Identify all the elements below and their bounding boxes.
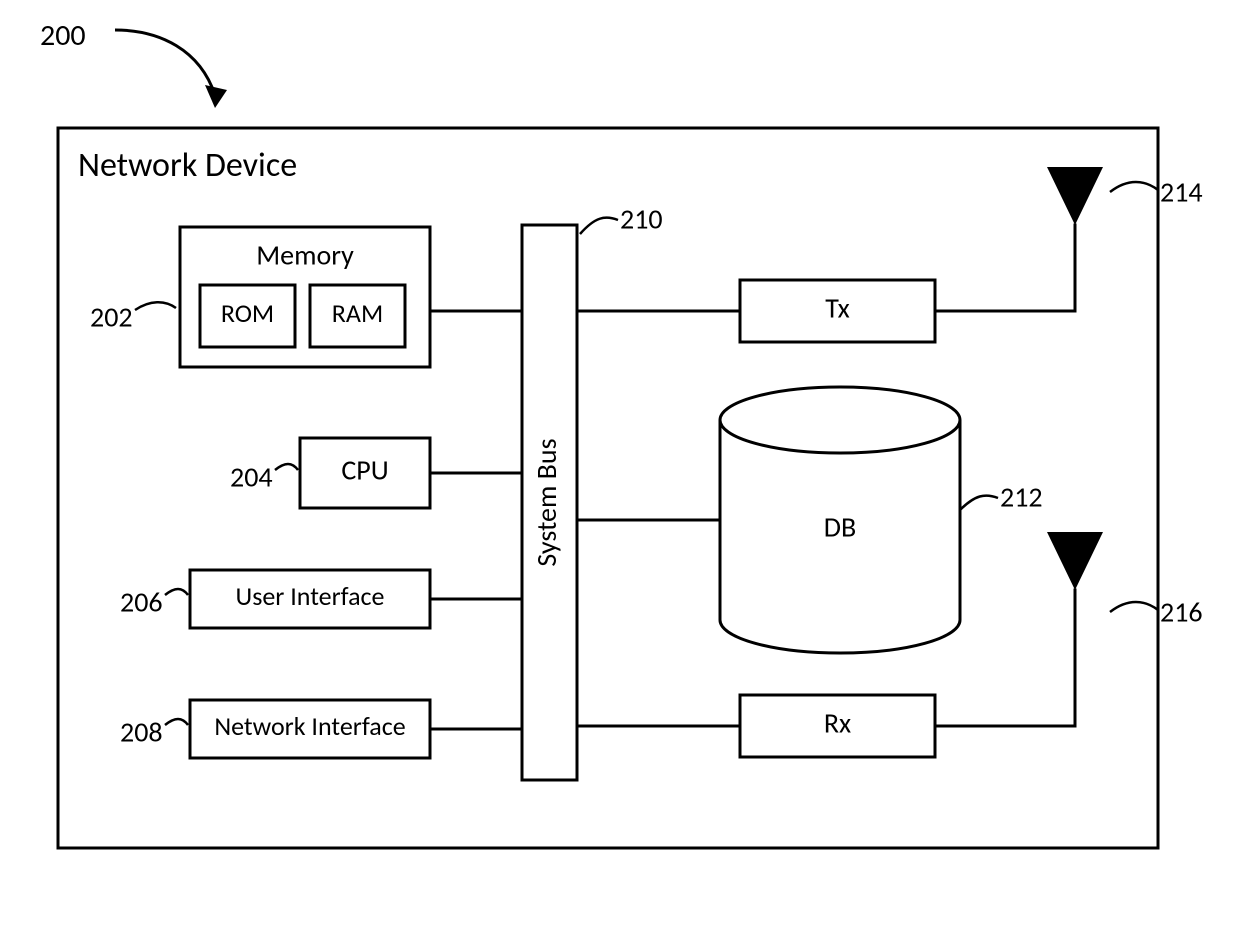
ref-202: 202 [90, 300, 133, 335]
figure-ref-arrow [115, 30, 215, 95]
figure-ref-arrowhead [205, 85, 227, 108]
ref-214-lead [1110, 182, 1158, 192]
ref-216: 216 [1160, 595, 1203, 630]
rom-label: ROM [221, 297, 274, 329]
ref-206-lead [165, 589, 188, 595]
rx-block-label: Rx [824, 706, 851, 741]
ref-208-lead [165, 719, 188, 725]
ref-210-lead [580, 218, 618, 234]
ram-label: RAM [332, 297, 383, 329]
ref-216-lead [1110, 602, 1158, 612]
ui-block-label: User Interface [236, 580, 385, 612]
ref-214: 214 [1160, 175, 1203, 210]
ref-204: 204 [230, 460, 273, 495]
container-title: Network Device [78, 145, 297, 186]
cpu-block-label: CPU [341, 453, 388, 488]
db-label: DB [824, 510, 856, 545]
ref-204-lead [275, 464, 298, 470]
tx-antenna-icon [1047, 167, 1103, 225]
figure-ref: 200 [40, 17, 86, 54]
ref-212: 212 [1000, 480, 1043, 515]
db-cylinder-top [720, 387, 960, 453]
ref-210: 210 [620, 202, 663, 237]
ref-202-lead [135, 302, 176, 310]
rx-antenna-icon [1047, 532, 1103, 590]
netif-block-label: Network Interface [214, 710, 405, 742]
tx-block-label: Tx [825, 291, 850, 326]
ref-212-lead [960, 496, 998, 510]
system-bus-block-label: System Bus [529, 438, 564, 566]
ref-208: 208 [120, 715, 163, 750]
ref-206: 206 [120, 585, 163, 620]
memory-label: Memory [256, 238, 354, 273]
